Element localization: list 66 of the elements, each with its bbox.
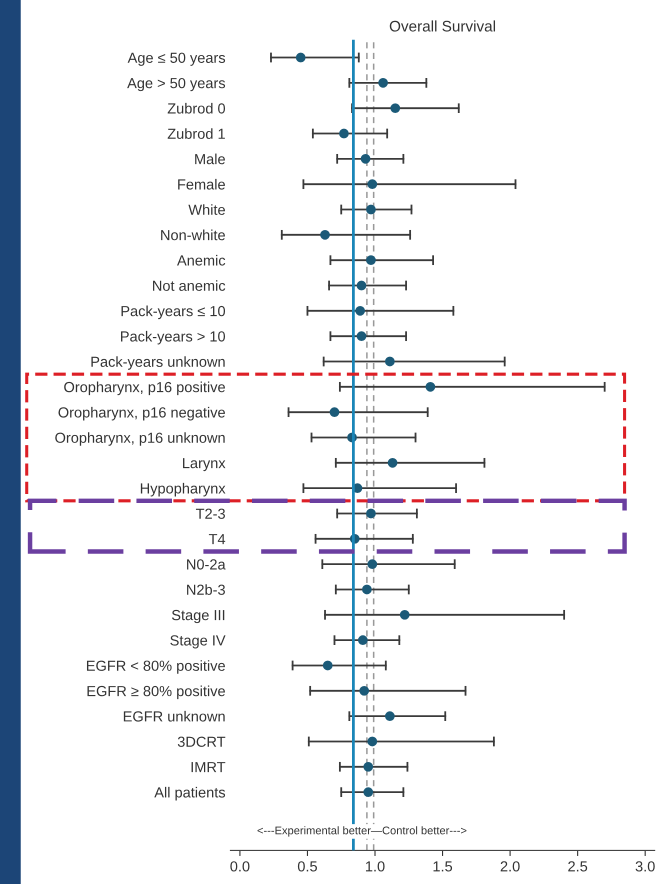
y-tick-label: EGFR < 80% positive xyxy=(86,660,225,674)
y-tick-label: EGFR unknown xyxy=(124,710,225,722)
x-tick-label: 1.5 xyxy=(434,861,452,872)
point xyxy=(362,584,372,594)
y-tick-label: Oropharynx, p16 unknown xyxy=(55,432,225,446)
y-tick-label: Zubrod 1 xyxy=(168,128,225,139)
y-tick-label: Pack-years unknown xyxy=(91,356,225,370)
point xyxy=(356,280,366,290)
y-tick-label: Pack-years > 10 xyxy=(121,330,226,344)
y-tick-label: 3DCRT xyxy=(178,736,226,747)
y-tick-label: Age ≤ 50 years xyxy=(128,52,226,66)
point xyxy=(390,103,400,114)
point xyxy=(320,230,330,240)
point xyxy=(296,52,306,62)
point xyxy=(339,128,349,138)
point xyxy=(367,179,378,190)
x-tick-label: 1.0 xyxy=(366,861,385,872)
point xyxy=(366,204,376,214)
y-tick-label: Zubrod 0 xyxy=(168,102,226,114)
y-tick-label: N0-2a xyxy=(187,559,226,570)
y-tick-label: EGFR ≥ 80% positive xyxy=(87,686,225,700)
y-tick-label: Stage IV xyxy=(170,635,226,648)
point xyxy=(360,154,370,164)
point xyxy=(330,407,340,418)
point xyxy=(426,382,436,392)
y-tick-label: Non-white xyxy=(161,230,225,240)
y-tick-label: Not anemic xyxy=(153,280,226,291)
point xyxy=(322,660,333,670)
chart-title: Overall Survival xyxy=(390,20,496,32)
point xyxy=(388,458,398,468)
point xyxy=(367,559,378,570)
point xyxy=(356,331,366,342)
point xyxy=(355,306,366,316)
y-tick-label: Male xyxy=(195,154,225,164)
x-tick-label: 0.5 xyxy=(298,861,317,872)
point xyxy=(400,610,410,620)
y-tick-label: Anemic xyxy=(177,254,226,266)
point xyxy=(367,736,378,746)
text: <---Experimental better—Control better---> xyxy=(258,826,466,837)
point xyxy=(378,78,388,88)
point xyxy=(359,686,370,696)
y-tick-label: T4 xyxy=(208,534,226,544)
y-tick-label: All patients xyxy=(154,786,226,800)
y-tick-label: IMRT xyxy=(192,762,226,772)
y-tick-label: Hypopharynx xyxy=(140,482,226,496)
y-tick-label: White xyxy=(188,204,225,215)
point xyxy=(363,787,374,798)
y-tick-label: N2b-3 xyxy=(187,584,225,595)
point xyxy=(358,635,368,646)
y-tick-label: Pack-years ≤ 10 xyxy=(122,306,226,320)
point xyxy=(385,711,395,722)
x-tick-label: 2.5 xyxy=(568,861,588,872)
x-tick-label: 0.0 xyxy=(230,861,250,872)
point xyxy=(366,255,376,266)
y-tick-label: Oropharynx, p16 negative xyxy=(58,406,225,420)
y-tick-label: Age > 50 years xyxy=(127,78,226,92)
x-tick-label: 3.0 xyxy=(636,861,655,872)
y-tick-label: Oropharynx, p16 positive xyxy=(64,382,225,396)
y-tick-label: Stage III xyxy=(172,610,224,624)
x-tick-label: 2.0 xyxy=(500,861,520,872)
y-tick-label: Larynx xyxy=(183,458,226,472)
y-tick-label: Female xyxy=(178,178,225,190)
point xyxy=(366,508,376,518)
point xyxy=(385,356,395,366)
y-tick-label: T2-3 xyxy=(196,508,225,519)
point xyxy=(363,762,374,772)
